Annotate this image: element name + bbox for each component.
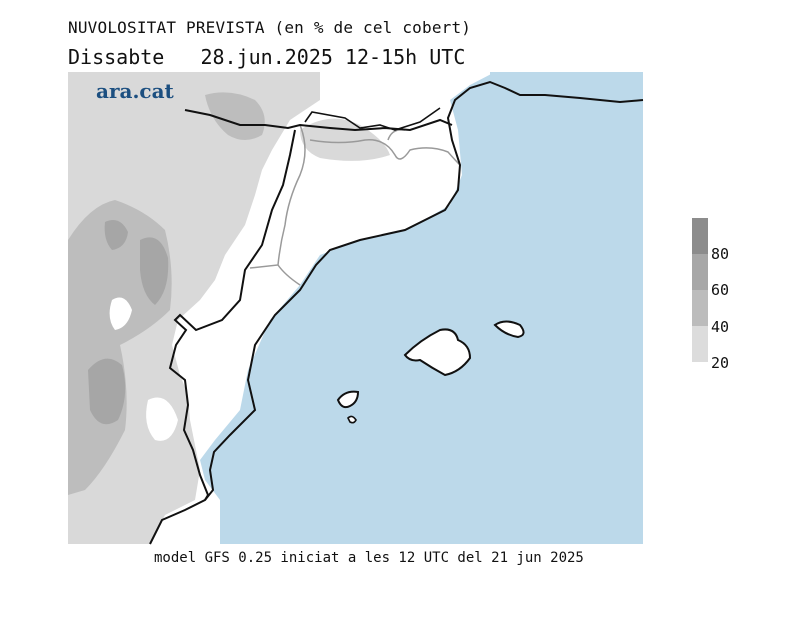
region-borders: [249, 124, 461, 286]
formentera-island: [347, 415, 357, 424]
forecast-date: Dissabte 28.jun.2025 12-15h UTC: [68, 45, 466, 69]
legend-label-40: 40: [711, 318, 730, 336]
legend-band-top: [692, 218, 708, 254]
cloud-light-region: [68, 72, 320, 544]
legend-band-40: [692, 326, 708, 362]
clear-sky-gap: [109, 297, 132, 330]
catalonia-border: [304, 107, 441, 131]
clear-sky-gap: [146, 397, 178, 441]
legend-label-80: 80: [711, 245, 730, 263]
cloud-mid-region-north: [205, 92, 265, 140]
mallorca-island: [403, 328, 472, 377]
legend-label-60: 60: [711, 281, 730, 299]
country-border: [184, 109, 453, 132]
ibiza-island: [336, 390, 360, 409]
cloud-dark-region-2: [88, 358, 126, 425]
legend-colorbar: [692, 218, 708, 362]
menorca-island: [493, 320, 525, 339]
legend-band-80: [692, 254, 708, 290]
model-note: model GFS 0.25 iniciat a les 12 UTC del …: [154, 550, 584, 566]
cloud-dark-region-3: [104, 219, 128, 250]
coastline: [204, 80, 644, 501]
aragon-border: [149, 129, 296, 545]
cloud-dark-region-1: [140, 237, 169, 305]
legend-band-60: [692, 290, 708, 326]
cloud-light-patch-north: [300, 118, 390, 161]
brand-logo: ara.cat: [96, 79, 174, 103]
legend-label-20: 20: [711, 354, 730, 372]
sea-area: [200, 72, 643, 544]
map-title: NUVOLOSITAT PREVISTA (en % de cel cobert…: [68, 18, 472, 37]
